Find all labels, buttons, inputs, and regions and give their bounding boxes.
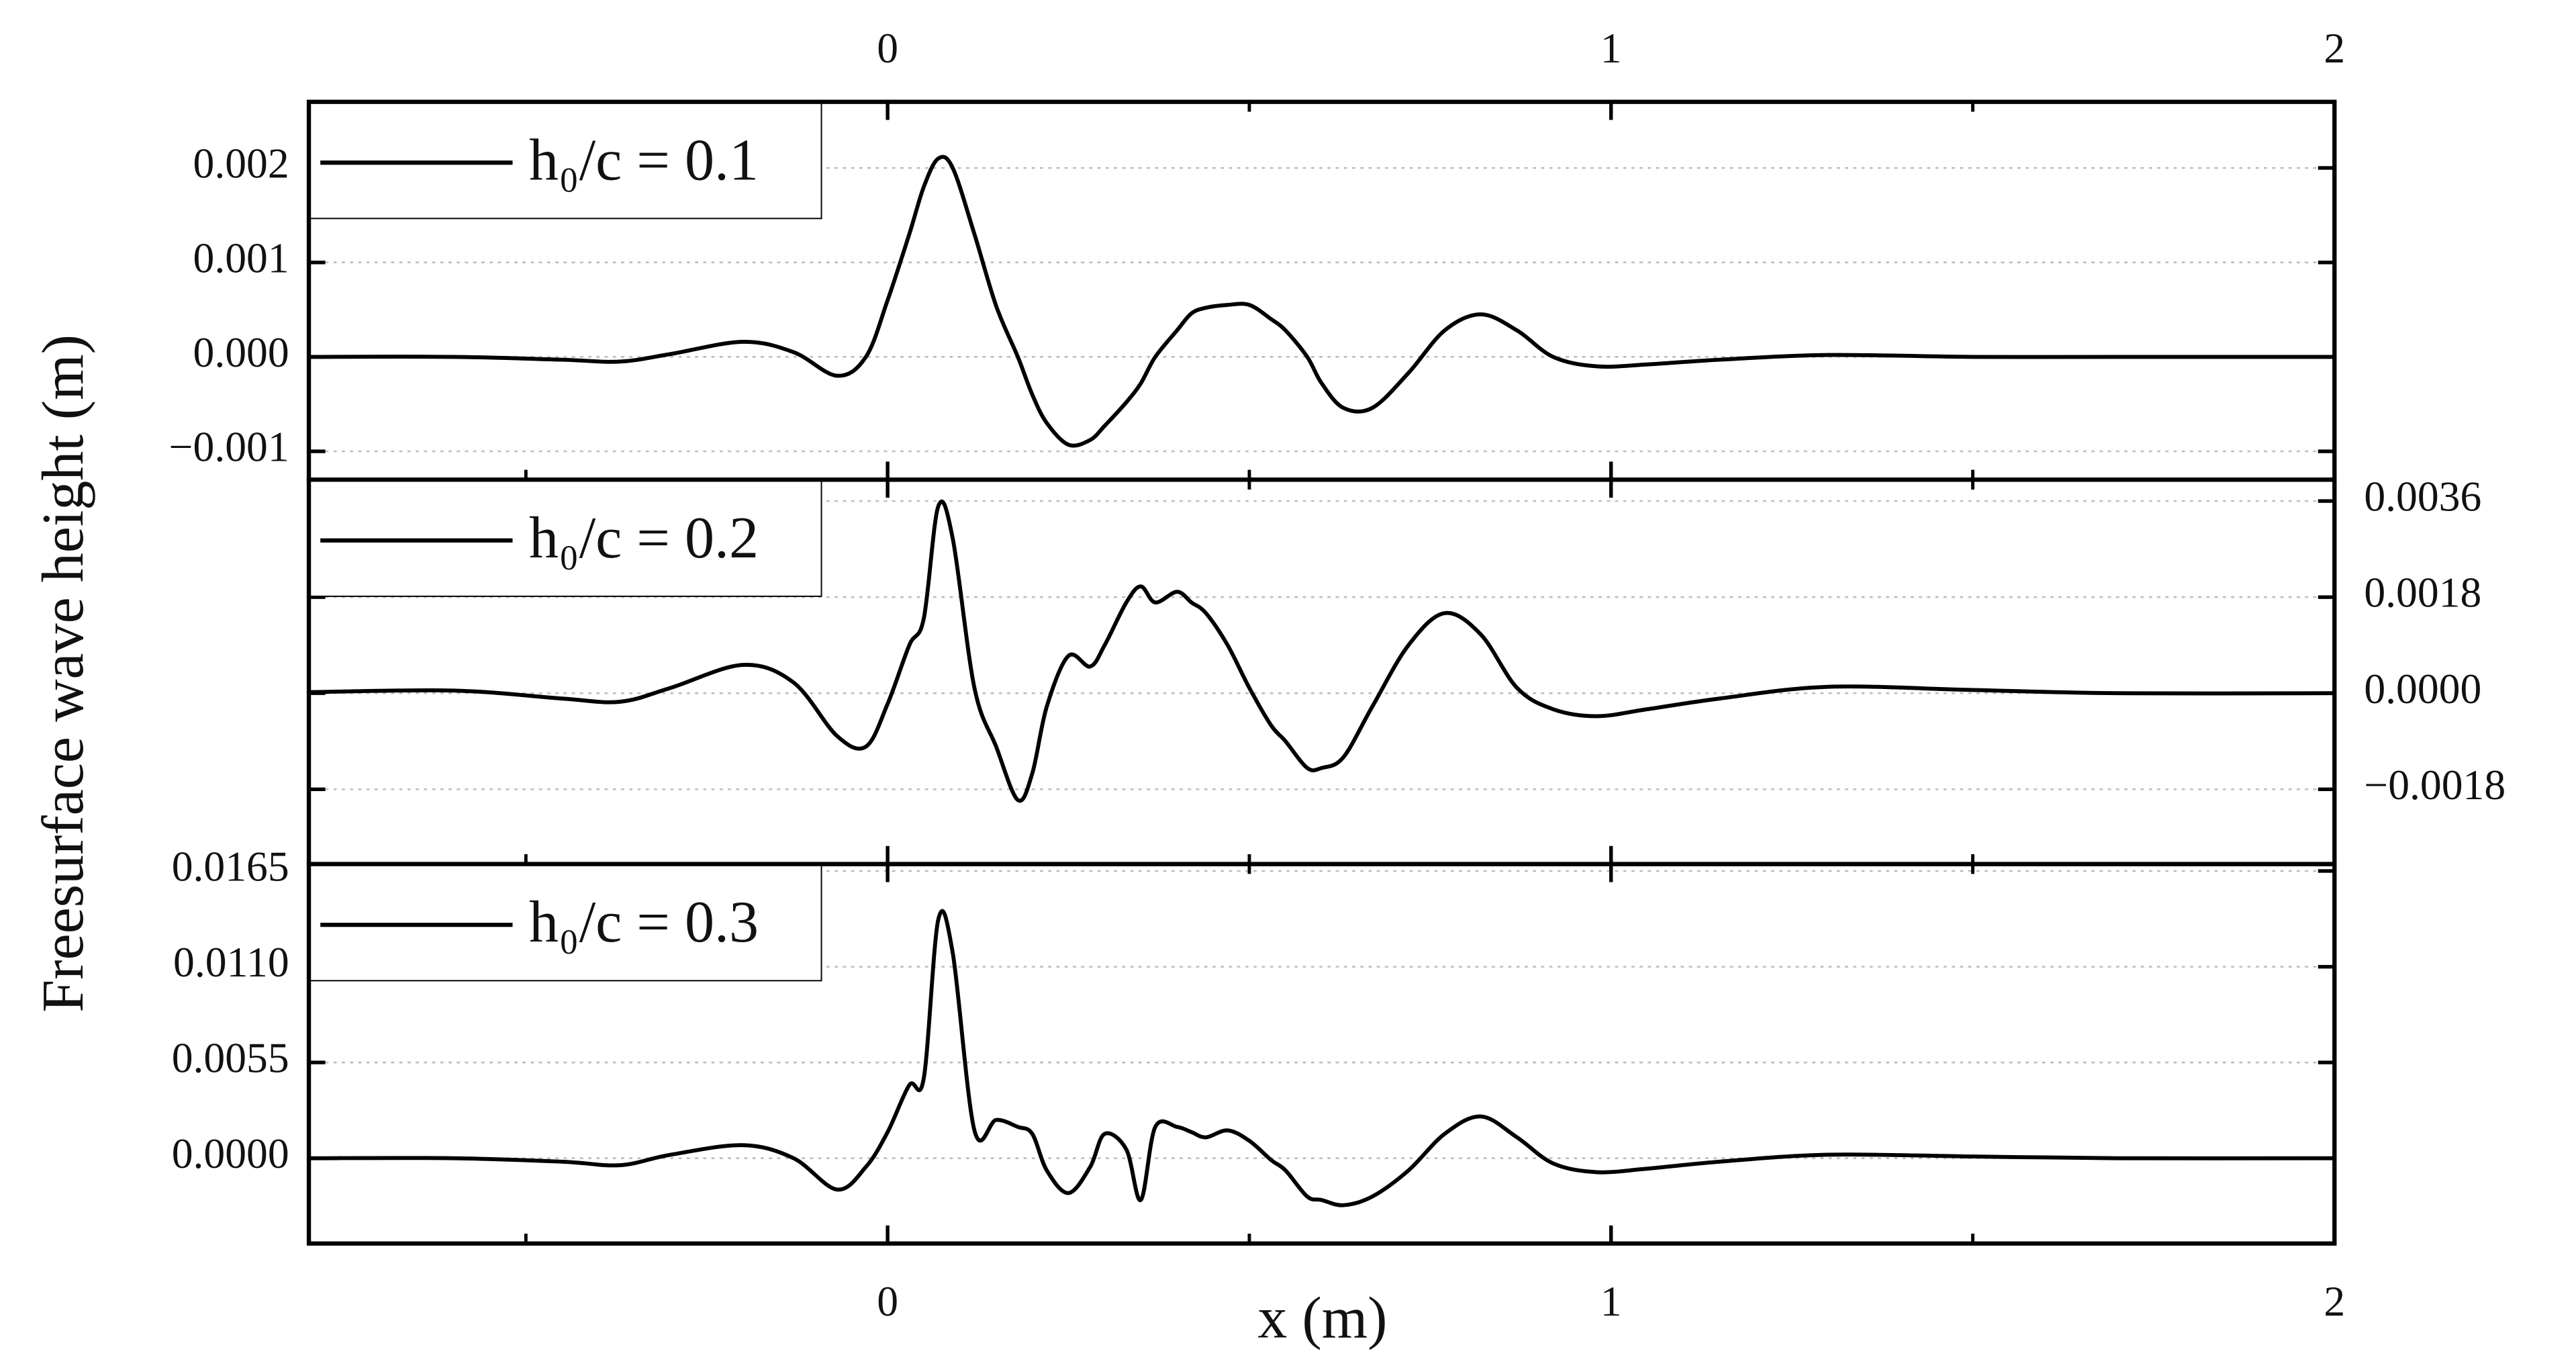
x-axis-label: x (m)	[1257, 1286, 1387, 1351]
legend-label: h₀/c = 0.2	[529, 506, 759, 571]
x-tick-label: 2	[2324, 1277, 2345, 1325]
y-tick-label: 0.0036	[2364, 473, 2481, 520]
legend-label: h₀/c = 0.1	[529, 128, 759, 193]
y-tick-label: 0.0165	[172, 843, 289, 890]
x-tick-label: 0	[877, 1277, 898, 1325]
y-tick-label: 0.001	[193, 234, 289, 281]
x-tick-label: 1	[1601, 1277, 1622, 1325]
y-tick-label: 0.0055	[172, 1034, 289, 1082]
plot-frame	[306, 862, 2337, 1246]
data-line	[309, 500, 2335, 803]
y-tick-label: −0.001	[169, 423, 289, 471]
y-tick-label: 0.0110	[173, 938, 289, 986]
legend-label: h₀/c = 0.3	[529, 890, 759, 955]
x-tick-label: 1	[1601, 24, 1622, 72]
x-tick-label: 0	[877, 24, 898, 72]
y-tick-label: 0.0000	[172, 1130, 289, 1177]
legend-box	[308, 101, 822, 220]
legend-box	[308, 479, 822, 597]
y-tick-label: 0.0018	[2364, 569, 2481, 616]
y-tick-label: −0.0018	[2364, 761, 2506, 809]
y-tick-label: 0.000	[193, 328, 289, 376]
x-tick-label: 2	[2324, 24, 2345, 72]
y-tick-label: 0.0000	[2364, 665, 2481, 713]
data-line	[309, 154, 2335, 448]
y-tick-label: 0.002	[193, 140, 289, 187]
data-line	[309, 909, 2335, 1207]
y-axis-label: Freesurface wave height (m)	[31, 334, 96, 1013]
